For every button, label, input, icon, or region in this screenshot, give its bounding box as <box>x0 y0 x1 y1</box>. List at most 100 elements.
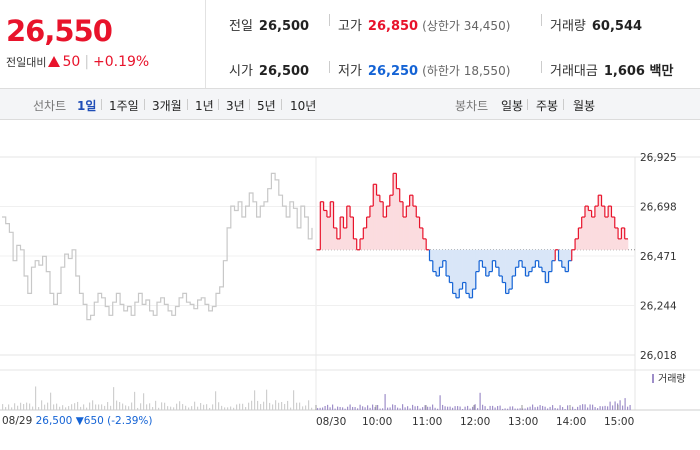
area-segment <box>373 184 377 250</box>
up-triangle-icon <box>48 56 61 67</box>
area-segment <box>320 201 324 250</box>
volume-bar <box>8 404 10 410</box>
volume-bar <box>263 401 265 410</box>
volume-bar <box>17 405 19 410</box>
area-segment <box>624 238 629 250</box>
tab-10year[interactable]: 10년 <box>290 99 317 113</box>
area-segment <box>346 206 351 250</box>
tab-1year[interactable]: 1년 <box>195 99 214 113</box>
y-tick-label: 26,698 <box>640 202 677 214</box>
area-segment <box>498 249 503 276</box>
volume-bar <box>41 400 43 410</box>
volume-bar <box>137 407 139 410</box>
volume-bar <box>308 400 310 410</box>
volume-bar <box>399 408 401 410</box>
volume-bar <box>224 407 226 410</box>
volume-bar <box>284 403 286 410</box>
volume-bar <box>20 402 22 410</box>
volume-bar <box>212 404 214 410</box>
prev-change: 650 <box>83 415 104 427</box>
volume-bar <box>414 406 416 410</box>
area-segment <box>575 238 579 250</box>
area-segment <box>508 249 513 290</box>
volume-bar <box>35 386 37 410</box>
volume-bar <box>447 406 449 410</box>
area-segment <box>360 238 364 250</box>
volume-bar <box>83 404 85 410</box>
volume-bar <box>459 406 461 410</box>
volume-bar <box>116 400 118 410</box>
volume-bar <box>602 406 604 410</box>
current-price: 26,550 <box>6 14 113 48</box>
volume-bar <box>379 408 381 410</box>
y-tick-label: 26,471 <box>640 251 677 263</box>
tab-daily-candle[interactable]: 일봉 <box>501 99 524 113</box>
tab-5year[interactable]: 5년 <box>257 99 276 113</box>
y-tick-label: 26,244 <box>640 301 677 313</box>
prev-pct: (-2.39%) <box>107 415 153 427</box>
area-segment <box>459 249 463 290</box>
volume-bar <box>68 406 70 410</box>
volume-bar <box>281 401 283 410</box>
area-segment <box>505 249 510 294</box>
volume-bar <box>384 394 386 410</box>
area-segment <box>528 249 533 272</box>
volume-bar <box>574 408 576 410</box>
volume-bar <box>577 406 579 410</box>
tab-monthly-candle[interactable]: 월봉 <box>573 99 596 113</box>
volume-bar <box>329 407 331 410</box>
prev-day-footer: 08/29 26,500 ▼650 (-2.39%) <box>2 415 153 427</box>
area-segment <box>472 249 477 290</box>
volume-bar <box>194 401 196 410</box>
area-segment <box>479 249 483 261</box>
volume-bar <box>484 406 486 410</box>
area-segment <box>386 206 391 250</box>
volume-bar <box>269 402 271 410</box>
volume-bar <box>236 404 238 410</box>
volume-bar <box>185 405 187 410</box>
volume-bar <box>59 406 61 410</box>
area-segment <box>403 217 407 250</box>
area-segment <box>442 249 447 261</box>
volume-bar <box>357 408 359 410</box>
tab-weekly-candle[interactable]: 주봉 <box>536 99 559 113</box>
amount-stat: 거래대금 1,606 백만 <box>550 64 674 79</box>
area-segment <box>412 206 417 250</box>
volume-bar <box>77 401 79 410</box>
volume-bar <box>382 408 384 410</box>
tab-3year[interactable]: 3년 <box>226 99 245 113</box>
volume-bar <box>582 404 584 410</box>
volume-bar <box>299 402 301 410</box>
area-segment <box>379 201 384 250</box>
volume-bar <box>275 400 277 410</box>
volume-bar <box>101 404 103 410</box>
tab-3month[interactable]: 3개월 <box>152 99 182 113</box>
area-segment <box>323 210 328 250</box>
volume-bar <box>359 404 361 410</box>
volume-bar <box>89 402 91 410</box>
volume-bar <box>342 407 344 410</box>
volume-bar <box>504 408 506 410</box>
volume-bar <box>215 391 217 410</box>
area-segment <box>363 227 367 250</box>
volume-bar <box>464 406 466 410</box>
area-segment <box>436 249 440 276</box>
volume-bar <box>467 405 469 410</box>
tab-1day[interactable]: 1일 <box>77 99 97 113</box>
volume-bar <box>131 402 133 410</box>
y-tick-label: 26,018 <box>640 350 677 362</box>
tab-1week[interactable]: 1주일 <box>109 99 139 113</box>
volume-bar <box>589 404 591 410</box>
volume-bar <box>134 391 136 410</box>
area-segment <box>422 238 427 250</box>
volume-bar <box>507 408 509 410</box>
chart-tab-bar: 선차트 1일 1주일 3개월 1년 3년 5년 10년 봉차트 일봉 주봉 월봉 <box>0 89 700 120</box>
volume-bar <box>547 408 549 410</box>
volume-bar <box>622 405 624 410</box>
volume-bar <box>23 404 25 410</box>
volume-bar <box>407 406 409 410</box>
volume-bar <box>221 405 223 410</box>
volume-bar <box>56 403 58 410</box>
volume-bar <box>474 404 476 410</box>
volume-bar <box>179 401 181 410</box>
